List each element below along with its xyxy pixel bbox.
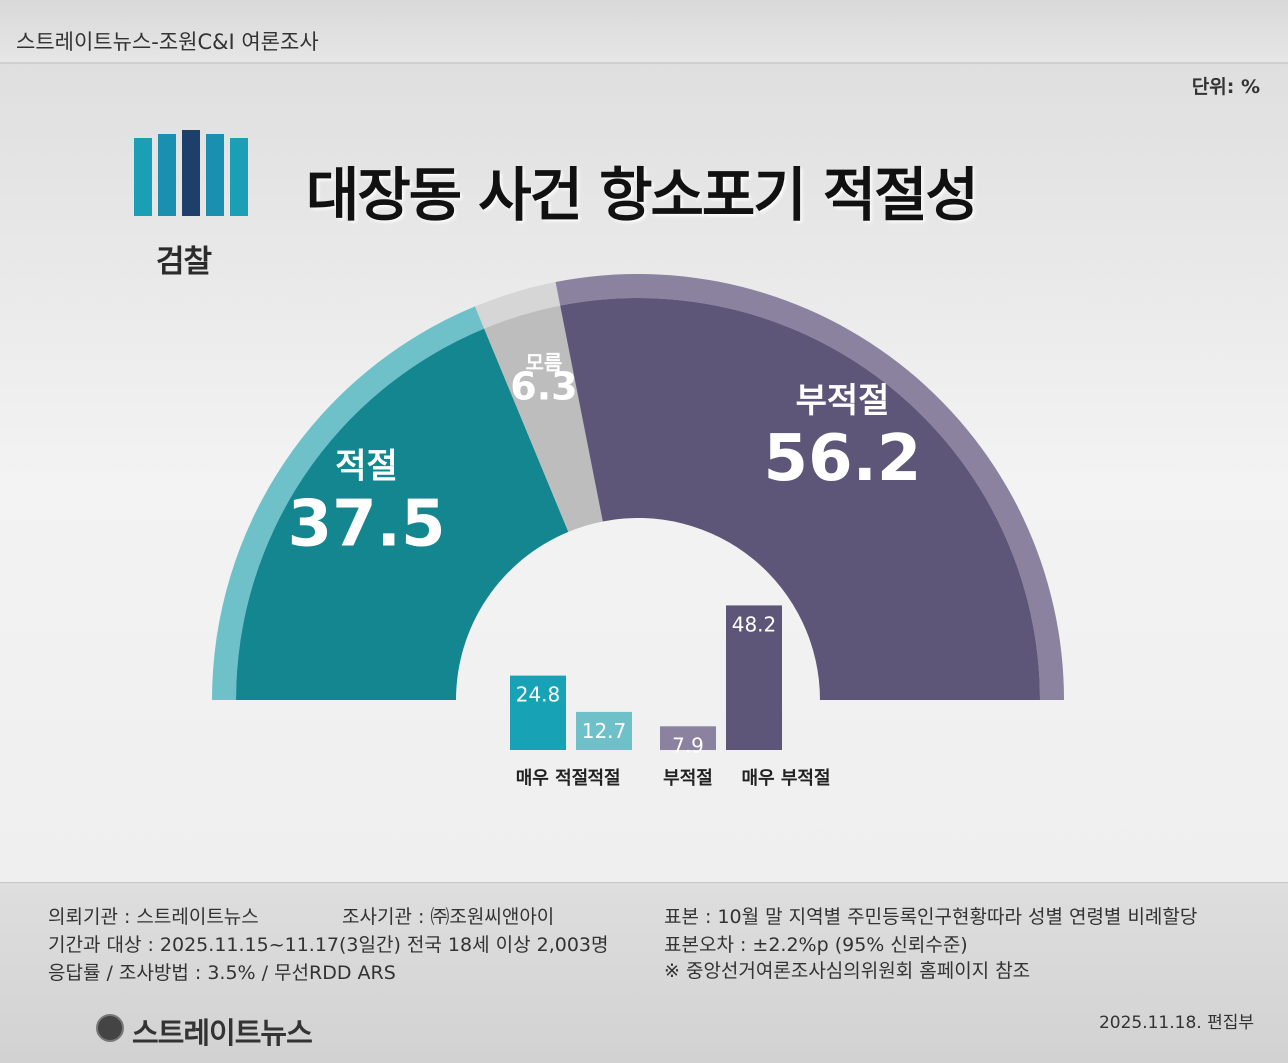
- edit-date: 2025.11.18. 편집부: [1098, 1013, 1254, 1033]
- unknown-value: 6.3: [510, 365, 577, 409]
- bar-category-3: 매우 부적절: [741, 768, 830, 789]
- footer-client: 의뢰기관 : 스트레이트뉴스: [48, 906, 259, 928]
- brand-name: 스트레이트뉴스: [132, 1016, 313, 1050]
- chart-title: 대장동 사건 항소포기 적절성: [306, 161, 979, 229]
- approve-value: 37.5: [288, 487, 446, 561]
- brand-logo-icon: [96, 1014, 124, 1042]
- approve-label: 적절: [335, 446, 398, 486]
- bar-value-3: 48.2: [732, 612, 777, 636]
- bar-2: [660, 726, 716, 750]
- bar-value-0: 24.8: [516, 683, 561, 707]
- unknown-label: 모름: [526, 351, 563, 375]
- disapprove-value: 56.2: [764, 422, 922, 496]
- footer-sample: 표본 : 10월 말 지역별 주민등록인구현황따라 성별 연령별 비례할당: [664, 906, 1198, 928]
- footer-response: 응답률 / 조사방법 : 3.5% / 무선RDD ARS: [48, 962, 396, 984]
- bar-1: [576, 711, 632, 750]
- bar-category-1: 적절: [587, 768, 620, 789]
- bar-category-2: 부적절: [663, 768, 713, 789]
- bar-value-2: 7.9: [672, 733, 704, 757]
- footer: [0, 882, 1288, 1063]
- footer-agency: 조사기관 : ㈜조원씨앤아이: [342, 906, 555, 928]
- footer-error: 표본오차 : ±2.2%p (95% 신뢰수준): [664, 934, 968, 956]
- bar-0: [510, 675, 566, 750]
- bar-3: [726, 605, 782, 750]
- bar-category-0: 매우 적절: [516, 768, 589, 789]
- source-label: 스트레이트뉴스-조원C&I 여론조사: [16, 30, 319, 54]
- slice-0-rim: [212, 306, 485, 700]
- footer-note: ※ 중앙선거여론조사심의위원회 홈페이지 참조: [664, 960, 1031, 982]
- disapprove-label: 부적절: [796, 381, 890, 421]
- logo-text: 검찰: [156, 244, 212, 280]
- slice-2-arc: [560, 298, 1040, 700]
- footer-period: 기간과 대상 : 2025.11.15~11.17(3일간) 전국 18세 이상…: [48, 934, 609, 956]
- top-bar: 스트레이트뉴스-조원C&I 여론조사: [0, 0, 1288, 64]
- slice-1-rim: [474, 282, 561, 329]
- unit-label: 단위: %: [1191, 76, 1260, 98]
- slice-0-arc: [236, 328, 569, 700]
- slice-1-arc: [484, 305, 603, 532]
- bar-value-1: 12.7: [582, 719, 627, 743]
- prosecution-logo-icon: [134, 130, 248, 216]
